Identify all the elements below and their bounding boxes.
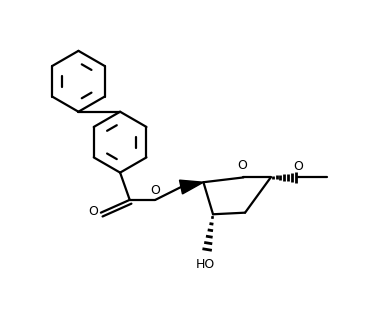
Text: O: O [293, 160, 303, 172]
Text: HO: HO [195, 259, 215, 272]
Text: O: O [237, 159, 247, 172]
Text: O: O [150, 184, 160, 197]
Text: O: O [88, 205, 98, 217]
Polygon shape [180, 180, 203, 194]
